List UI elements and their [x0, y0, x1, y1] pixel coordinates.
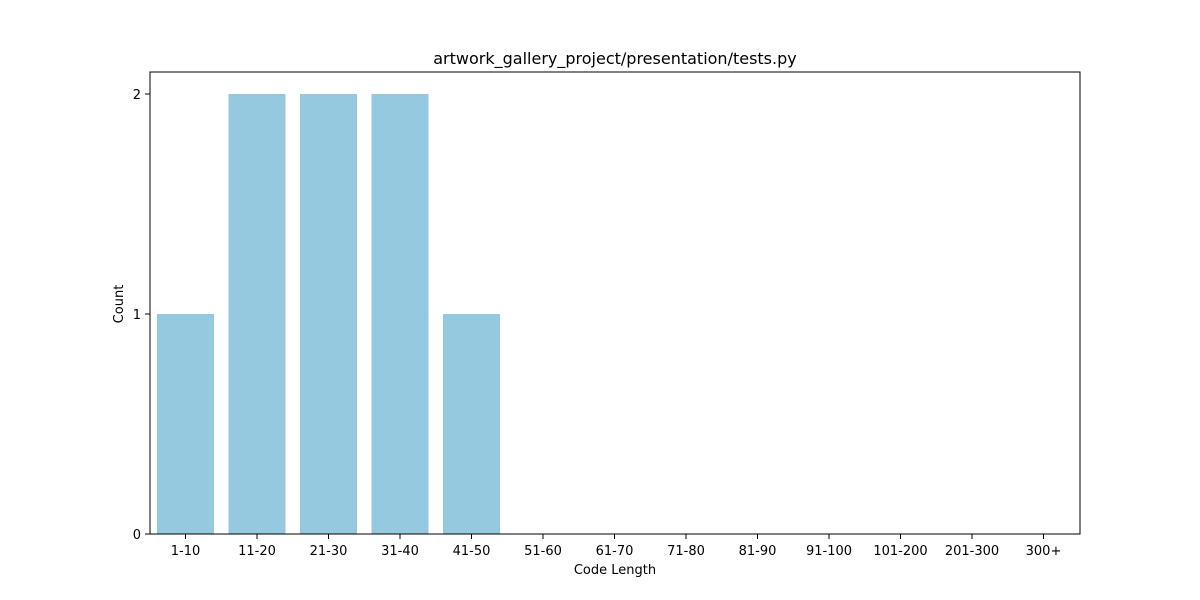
x-tick-label: 11-20 [238, 544, 276, 559]
x-tick-label: 81-90 [739, 544, 777, 559]
x-tick-label: 21-30 [310, 544, 348, 559]
y-tick-label: 1 [133, 308, 141, 323]
x-tick-label: 101-200 [873, 544, 927, 559]
x-tick-label: 300+ [1026, 544, 1062, 559]
x-tick-label: 71-80 [667, 544, 705, 559]
bar-1-10 [157, 314, 214, 534]
x-axis-title: Code Length [574, 563, 656, 578]
bars-layer [157, 94, 500, 534]
x-axis: 1-10 11-20 21-30 31-40 41-50 51-60 61-70 71-80 8… [171, 534, 1062, 559]
bar-11-20 [228, 94, 286, 534]
bar-21-30 [300, 94, 357, 534]
y-axis: 0 1 2 [133, 88, 150, 543]
bar-41-50 [443, 314, 500, 534]
x-tick-label: 41-50 [453, 544, 491, 559]
plot-frame [149, 71, 1081, 535]
x-tick-label: 201-300 [945, 544, 999, 559]
x-tick-label: 1-10 [171, 544, 201, 559]
y-axis-title: Count [112, 285, 127, 324]
y-tick-label: 2 [133, 88, 141, 103]
x-tick-label: 51-60 [524, 544, 562, 559]
x-tick-label: 91-100 [806, 544, 852, 559]
y-tick-label: 0 [133, 528, 141, 543]
chart-title: artwork_gallery_project/presentation/tes… [433, 49, 796, 69]
bar-31-40 [371, 94, 429, 534]
x-tick-label: 31-40 [381, 544, 419, 559]
x-tick-label: 61-70 [596, 544, 634, 559]
